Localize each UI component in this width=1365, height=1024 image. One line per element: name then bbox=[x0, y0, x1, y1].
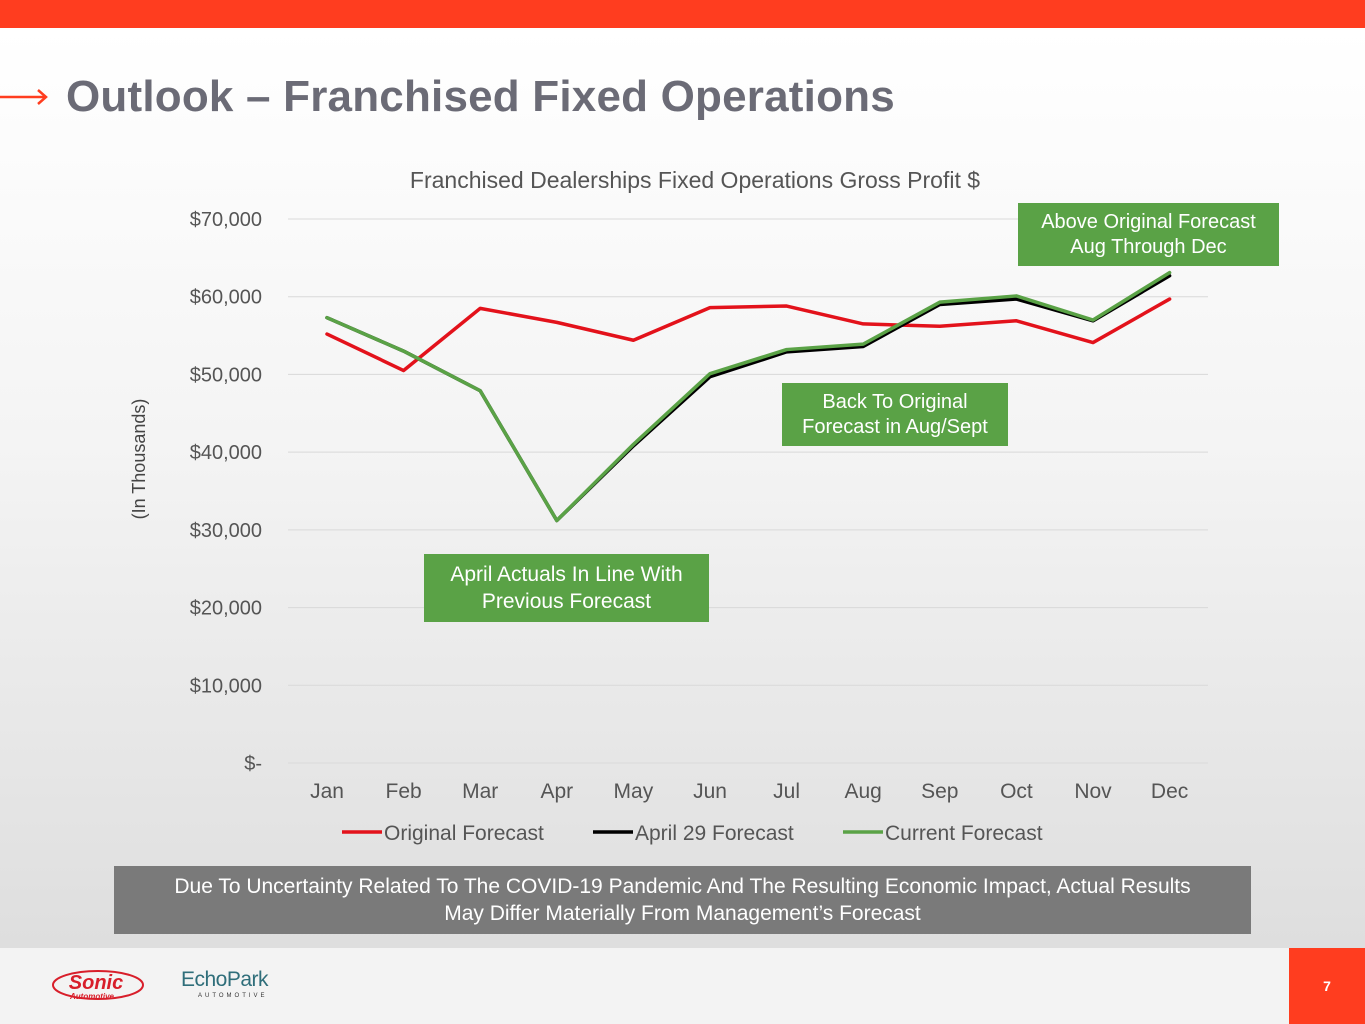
annotation-line: April Actuals In Line With bbox=[450, 563, 683, 586]
title-row: Outlook – Franchised Fixed Operations bbox=[0, 62, 895, 132]
x-tick-labels: Jan Feb Mar Apr May Jun Jul Aug Sep Oct Nov Dec bbox=[310, 780, 1188, 803]
x-tick-label: Jul bbox=[773, 780, 800, 803]
series-lines bbox=[325, 270, 1172, 523]
series-line-original-forecast bbox=[325, 297, 1172, 373]
annotation-above-original: Above Original Forecast Aug Through Dec bbox=[1018, 203, 1279, 266]
page-number: 7 bbox=[1289, 948, 1365, 1024]
x-tick-label: Oct bbox=[1000, 780, 1033, 803]
svg-text:Automotive: Automotive bbox=[69, 992, 115, 1001]
y-tick-labels: $- $10,000 $20,000 $30,000 $40,000 $50,000 $60… bbox=[190, 209, 262, 775]
y-tick-label: $60,000 bbox=[190, 287, 262, 309]
y-tick-label: $70,000 bbox=[190, 209, 262, 231]
annotation-april-actuals: April Actuals In Line With Previous Fore… bbox=[424, 554, 709, 622]
chart-title: Franchised Dealerships Fixed Operations … bbox=[410, 167, 980, 193]
echopark-logo-sub: AUTOMOTIVE bbox=[198, 993, 268, 999]
x-tick-label: Apr bbox=[540, 780, 573, 803]
x-tick-label: May bbox=[614, 780, 654, 803]
annotation-back-to-original: Back To Original Forecast in Aug/Sept bbox=[782, 383, 1008, 446]
x-tick-label: Dec bbox=[1151, 780, 1188, 803]
annotation-line: Previous Forecast bbox=[481, 590, 652, 613]
y-tick-label: $40,000 bbox=[190, 442, 262, 464]
series-line-current-forecast bbox=[325, 270, 1172, 523]
y-tick-label: $30,000 bbox=[190, 520, 262, 542]
annotation-line: Aug Through Dec bbox=[1070, 235, 1227, 258]
legend: Original Forecast April 29 Forecast Curren… bbox=[342, 822, 1043, 845]
x-tick-label: Mar bbox=[462, 780, 498, 803]
y-tick-label: $20,000 bbox=[190, 598, 262, 620]
annotation-line: Above Original Forecast bbox=[1041, 210, 1256, 233]
svg-text:Sonic: Sonic bbox=[69, 972, 123, 994]
y-axis-label: (In Thousands) bbox=[129, 399, 149, 520]
annotation-line: Forecast in Aug/Sept bbox=[802, 415, 988, 438]
slide-background bbox=[0, 28, 1365, 948]
page-number-text: 7 bbox=[1323, 978, 1331, 994]
right-arrow-icon bbox=[0, 89, 48, 105]
x-tick-label: Feb bbox=[386, 780, 422, 803]
footer bbox=[0, 948, 1365, 1024]
series-line-april-29-forecast bbox=[325, 273, 1172, 523]
page-title: Outlook – Franchised Fixed Operations bbox=[66, 72, 895, 121]
disclaimer-line: Due To Uncertainty Related To The COVID-… bbox=[174, 875, 1191, 898]
legend-label: April 29 Forecast bbox=[635, 822, 794, 845]
x-tick-label: Aug bbox=[845, 780, 882, 803]
x-tick-label: Nov bbox=[1074, 780, 1112, 803]
y-tick-label: $- bbox=[244, 753, 262, 775]
disclaimer-banner: Due To Uncertainty Related To The COVID-… bbox=[114, 866, 1251, 934]
sonic-automotive-logo: Sonic Automotive bbox=[52, 970, 144, 1001]
x-tick-label: Jun bbox=[693, 780, 727, 803]
legend-label: Original Forecast bbox=[384, 822, 544, 845]
legend-label: Current Forecast bbox=[885, 822, 1043, 845]
gridlines bbox=[288, 218, 1208, 764]
echopark-logo: EchoPark bbox=[181, 968, 269, 991]
top-accent-bar bbox=[0, 0, 1365, 28]
disclaimer-line: May Differ Materially From Management’s … bbox=[444, 902, 921, 925]
y-tick-label: $50,000 bbox=[190, 364, 262, 386]
x-tick-label: Sep bbox=[921, 780, 958, 803]
annotation-line: Back To Original bbox=[822, 390, 968, 413]
x-tick-label: Jan bbox=[310, 780, 344, 803]
y-tick-label: $10,000 bbox=[190, 675, 262, 697]
